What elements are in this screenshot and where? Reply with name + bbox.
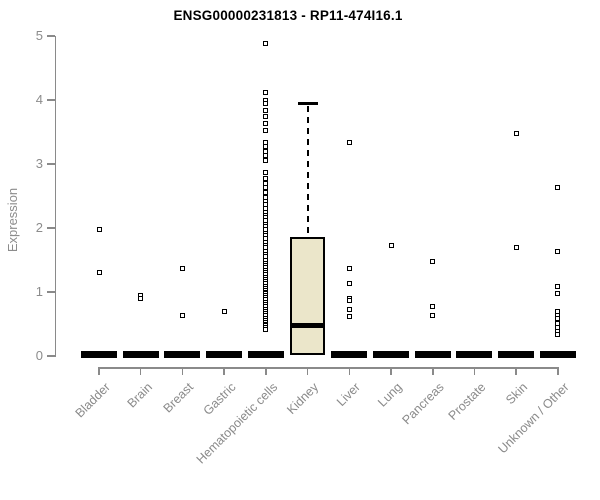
x-tick-label: Prostate bbox=[445, 380, 489, 423]
x-tick bbox=[181, 367, 184, 375]
y-tick bbox=[47, 99, 55, 101]
outlier-point bbox=[138, 295, 144, 301]
outlier-point bbox=[263, 127, 269, 133]
outlier-point bbox=[346, 298, 352, 304]
outlier-point bbox=[96, 226, 102, 232]
x-tick-label: Kidney bbox=[284, 380, 322, 417]
outlier-point bbox=[263, 170, 269, 176]
outlier-point bbox=[346, 306, 352, 312]
outlier-point bbox=[555, 332, 561, 338]
y-tick bbox=[47, 227, 55, 229]
x-tick-label: Gastric bbox=[200, 380, 239, 418]
outlier-point bbox=[555, 291, 561, 297]
x-tick-label: Hematopoietic cells bbox=[193, 380, 280, 467]
x-tick-label: Pancreas bbox=[399, 380, 447, 428]
outlier-point bbox=[555, 283, 561, 289]
outlier-point bbox=[96, 270, 102, 276]
x-tick bbox=[98, 367, 100, 375]
outlier-point bbox=[430, 303, 436, 309]
y-tick-label: 4 bbox=[35, 92, 43, 107]
x-tick bbox=[265, 367, 267, 375]
outlier-point bbox=[263, 101, 269, 107]
outlier-point bbox=[263, 190, 269, 196]
outlier-point bbox=[263, 120, 269, 126]
y-tick bbox=[47, 355, 55, 357]
y-tick-label: 2 bbox=[35, 220, 43, 235]
x-tick bbox=[473, 367, 476, 375]
y-tick-label: 5 bbox=[35, 28, 43, 43]
outlier-point bbox=[263, 327, 269, 333]
y-axis-label: Expression bbox=[5, 187, 20, 253]
x-tick bbox=[515, 367, 517, 375]
x-tick-label: Liver bbox=[334, 380, 364, 410]
chart-title: ENSG00000231813 - RP11-474I16.1 bbox=[173, 8, 403, 23]
collapsed-box-bar bbox=[247, 351, 284, 358]
y-tick-label: 1 bbox=[35, 284, 43, 299]
outlier-point bbox=[430, 259, 436, 265]
collapsed-box-bar bbox=[81, 351, 117, 358]
y-tick-label: 3 bbox=[35, 156, 43, 171]
y-tick bbox=[47, 35, 55, 37]
outlier-point bbox=[513, 244, 519, 250]
outlier-point bbox=[263, 185, 269, 191]
outlier-point bbox=[221, 309, 227, 315]
x-tick bbox=[557, 367, 559, 375]
y-tick bbox=[47, 291, 55, 293]
x-tick bbox=[390, 367, 392, 375]
collapsed-box-bar bbox=[414, 351, 451, 358]
collapsed-box-bar bbox=[539, 351, 576, 358]
outlier-point bbox=[263, 175, 269, 181]
outlier-point bbox=[555, 185, 561, 191]
collapsed-box-bar bbox=[331, 351, 368, 358]
y-axis-line bbox=[54, 36, 56, 357]
collapsed-box-bar bbox=[122, 351, 159, 358]
collapsed-box-bar bbox=[164, 351, 201, 358]
collapsed-box-bar bbox=[206, 351, 243, 358]
median-line bbox=[290, 323, 326, 329]
upper-whisker-line bbox=[306, 106, 309, 237]
outlier-point bbox=[263, 157, 269, 163]
collapsed-box-bar bbox=[456, 351, 493, 358]
outlier-point bbox=[430, 313, 436, 319]
upper-whisker-cap bbox=[297, 101, 318, 105]
outlier-point bbox=[263, 40, 269, 46]
outlier-point bbox=[346, 266, 352, 272]
y-tick-label: 0 bbox=[35, 348, 43, 363]
outlier-point bbox=[179, 312, 185, 318]
outlier-point bbox=[263, 107, 269, 113]
outlier-point bbox=[346, 139, 352, 145]
x-tick-label: Brain bbox=[124, 380, 155, 411]
collapsed-box-bar bbox=[373, 351, 410, 358]
outlier-point bbox=[555, 249, 561, 255]
y-tick bbox=[47, 163, 55, 165]
outlier-point bbox=[513, 131, 519, 137]
x-tick-label: Breast bbox=[160, 380, 197, 416]
x-tick-label: Bladder bbox=[72, 380, 113, 421]
x-tick bbox=[223, 367, 225, 375]
x-tick bbox=[306, 367, 309, 375]
box-rect bbox=[290, 236, 326, 355]
x-tick bbox=[139, 367, 142, 375]
outlier-point bbox=[263, 90, 269, 96]
x-tick bbox=[348, 367, 351, 375]
outlier-point bbox=[179, 266, 185, 272]
collapsed-box-bar bbox=[498, 351, 535, 358]
outlier-point bbox=[388, 242, 394, 248]
outlier-point bbox=[346, 314, 352, 320]
x-axis-line bbox=[98, 367, 559, 369]
outlier-point bbox=[263, 113, 269, 119]
x-tick bbox=[432, 367, 434, 375]
x-tick-label: Lung bbox=[375, 380, 405, 410]
outlier-point bbox=[346, 280, 352, 286]
x-tick-label: Skin bbox=[503, 380, 531, 408]
